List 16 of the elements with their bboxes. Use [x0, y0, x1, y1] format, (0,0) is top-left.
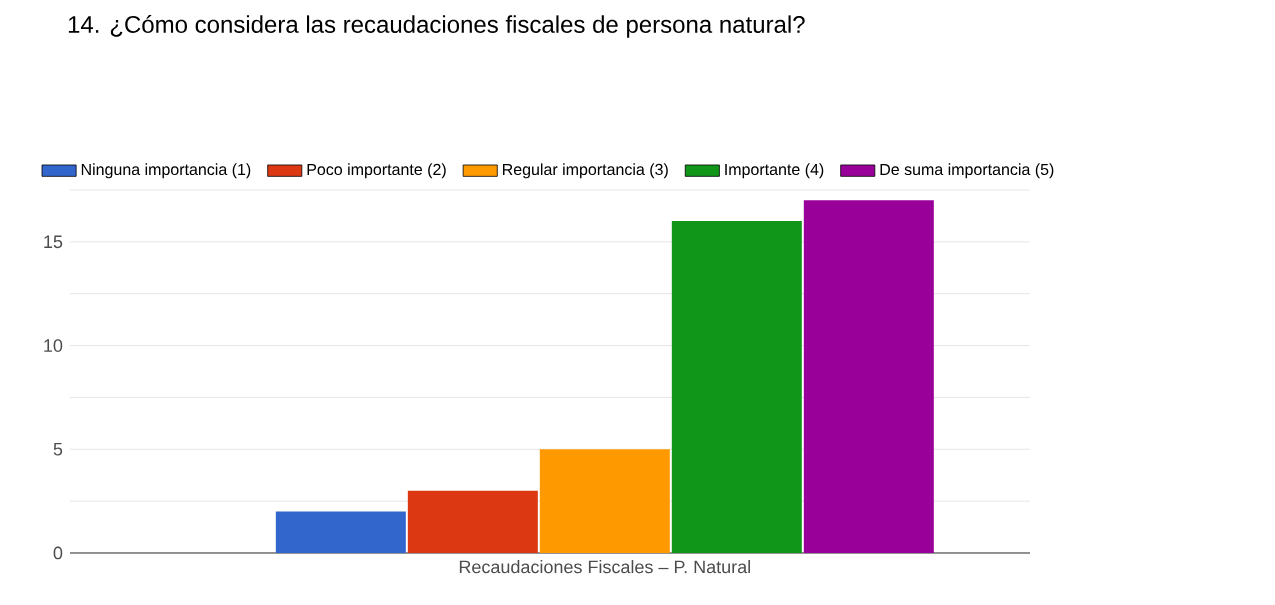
- legend-label: Importante (4): [725, 163, 824, 179]
- legend-label: Regular importancia (3): [503, 163, 668, 179]
- legend-label: De suma importancia (5): [880, 163, 1054, 179]
- bar: [275, 511, 406, 553]
- y-tick-label: 15: [44, 235, 63, 249]
- y-tick-label: 5: [53, 442, 63, 456]
- x-tick-label: Recaudaciones Fiscales – P. Natural: [459, 560, 750, 574]
- y-tick-label: 10: [44, 339, 63, 352]
- legend-label: Ninguna importancia (1): [81, 163, 251, 179]
- legend-label: Poco importante (2): [307, 163, 446, 179]
- bar: [407, 490, 538, 553]
- bar: [539, 449, 670, 553]
- bar: [671, 221, 802, 553]
- bar: [803, 200, 934, 553]
- chart-title: 14. ¿Cómo considera las recaudaciones fiscales de persona natural?: [68, 15, 805, 38]
- y-tick-label: 0: [53, 546, 63, 560]
